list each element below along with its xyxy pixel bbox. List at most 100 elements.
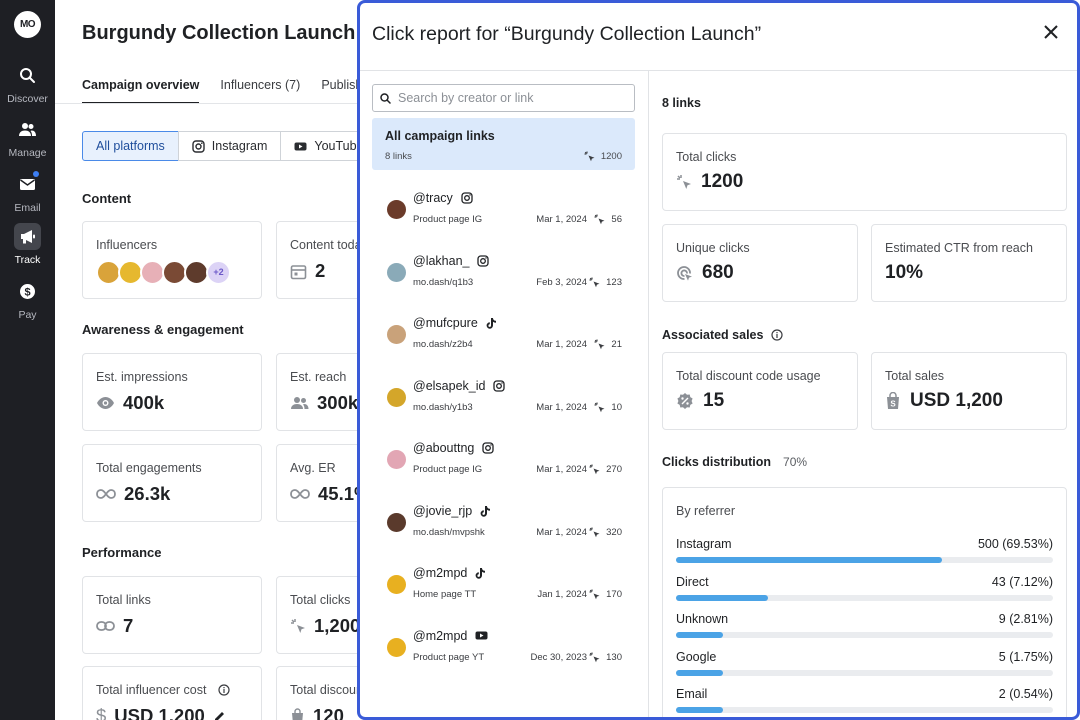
creator-handle: @m2mpd	[413, 628, 468, 643]
stat-value: S USD 1,200	[885, 390, 1003, 412]
referrer-bar-fill	[676, 557, 942, 563]
stat-label: Total sales	[885, 369, 945, 383]
referrer-value: 9 (2.81%)	[998, 612, 1053, 626]
referrer-bar-track	[676, 557, 1053, 563]
nav-manage[interactable]: Manage	[0, 116, 55, 159]
creator-handle-wrap: @elsapek_id	[413, 379, 506, 393]
creator-handle: @tracy	[413, 191, 453, 205]
ctr-number: 10%	[885, 262, 924, 283]
nav-track[interactable]: Track	[0, 223, 55, 266]
link-clicks: 10	[594, 402, 622, 413]
clicks-distribution-card: By referrer Instagram 500 (69.53%) Direct 4…	[662, 487, 1067, 717]
stat-value: 15	[676, 390, 724, 412]
creator-handle-wrap: @mufcpure	[413, 316, 497, 330]
creator-handle: @lakhan_	[413, 253, 470, 268]
discount-badge-icon	[677, 393, 693, 409]
stat-label: Total discount code usage	[676, 369, 821, 383]
clicks-distribution-heading: Clicks distribution 70%	[662, 455, 807, 469]
link-clicks: 270	[589, 464, 622, 475]
creator-handle: @abouttng	[413, 441, 475, 455]
youtube-icon	[294, 142, 307, 150]
campaign-tabs: Campaign overview Influencers (7) Publis…	[82, 78, 376, 104]
nav-email[interactable]: Email	[0, 171, 55, 214]
click-icon	[589, 277, 600, 287]
info-icon[interactable]	[771, 329, 784, 341]
influencers-card: Influencers +2	[82, 221, 262, 299]
card-label: Total links	[96, 593, 151, 607]
edit-icon[interactable]	[213, 709, 227, 720]
nav-discover[interactable]: Discover	[0, 62, 55, 105]
shopping-bag-icon: S	[887, 392, 899, 409]
instagram-icon	[493, 379, 506, 392]
nav-label: Email	[14, 202, 41, 214]
search-input[interactable]	[398, 88, 628, 108]
creator-link-row[interactable]: @m2mpd Home page TT Jan 1, 2024 170	[372, 562, 635, 618]
referrer-bar-track	[676, 632, 1053, 638]
more-influencers-badge[interactable]: +2	[206, 260, 231, 285]
clicks-count: 320	[606, 526, 622, 538]
close-icon[interactable]	[1040, 21, 1062, 43]
link-date: Feb 3, 2024	[536, 276, 587, 288]
content-section-title: Content	[82, 191, 132, 206]
creator-link-row[interactable]: @lakhan_ mo.dash/q1b3 Feb 3, 2024 123	[372, 250, 635, 306]
creator-link-row[interactable]: @tracy Product page IG Mar 1, 2024 56	[372, 187, 635, 243]
shopping-bag-icon	[292, 707, 303, 720]
link-clicks: 56	[594, 214, 622, 225]
link-destination: mo.dash/q1b3	[413, 276, 474, 288]
all-campaign-links-item[interactable]: All campaign links 8 links 1200	[372, 118, 635, 170]
tab-campaign-overview[interactable]: Campaign overview	[82, 78, 200, 104]
click-icon	[589, 652, 600, 662]
referrer-row: Unknown 9 (2.81%)	[676, 612, 1053, 648]
search-icon	[14, 62, 41, 89]
creator-link-row[interactable]: @m2mpd Product page YT Dec 30, 2023 130	[372, 625, 635, 681]
nav-label: Track	[14, 254, 41, 266]
creator-link-row[interactable]: @abouttng Product page IG Mar 1, 2024 270	[372, 437, 635, 493]
creator-link-row[interactable]: @jovie_rjp mo.dash/mvpshk Mar 1, 2024 320	[372, 500, 635, 556]
ctr-stat: Estimated CTR from reach 10%	[871, 224, 1067, 302]
platform-all-button[interactable]: All platforms	[82, 131, 179, 161]
discount-usage-stat: Total discount code usage 15	[662, 352, 858, 430]
clicks-count: 56	[611, 214, 622, 225]
link-destination: Product page IG	[413, 464, 483, 475]
clicks-distribution-pct: 70%	[783, 455, 808, 469]
tab-influencers[interactable]: Influencers (7)	[220, 78, 301, 92]
referrer-bar-fill	[676, 594, 769, 601]
brand-logo[interactable]: MO	[14, 11, 41, 38]
clicks-count: 170	[606, 589, 622, 600]
awareness-section-title: Awareness & engagement	[82, 322, 244, 337]
impressions-card: Est. impressions 400k	[82, 353, 262, 431]
referrer-name: Google	[676, 649, 717, 664]
calendar-icon	[290, 264, 307, 279]
stat-label: Unique clicks	[676, 241, 750, 255]
total-clicks-value: 1,200	[314, 615, 361, 636]
instagram-icon	[477, 254, 490, 267]
creator-handle: @mufcpure	[413, 316, 478, 330]
platform-filter: All platforms Instagram YouTube	[82, 131, 378, 161]
link-clicks: 130	[589, 652, 622, 663]
stat-value: 680	[676, 262, 734, 284]
referrer-bar-track	[676, 594, 1053, 601]
card-label: Total discount	[290, 683, 367, 697]
link-clicks: 21	[594, 339, 622, 350]
click-icon	[594, 402, 605, 412]
info-icon[interactable]	[218, 684, 230, 696]
creator-handle-wrap: @tracy	[413, 191, 473, 205]
creator-handle: @m2mpd	[413, 566, 468, 580]
referrer-row: Instagram 500 (69.53%)	[676, 537, 1053, 573]
creator-link-row[interactable]: @elsapek_id mo.dash/y1b3 Mar 1, 2024 10	[372, 375, 635, 431]
engagements-card: Total engagements 26.3k	[82, 444, 262, 522]
links-count-heading: 8 links	[662, 96, 701, 110]
referrer-name: Instagram	[676, 537, 732, 551]
clicks-count: 270	[606, 464, 622, 475]
link-date: Mar 1, 2024	[536, 464, 587, 475]
creator-link-row[interactable]: @mufcpure mo.dash/z2b4 Mar 1, 2024 21	[372, 312, 635, 368]
link-destination: mo.dash/y1b3	[413, 401, 473, 413]
megaphone-icon	[14, 223, 41, 250]
stat-label: Estimated CTR from reach	[885, 241, 1033, 255]
nav-pay[interactable]: $ Pay	[0, 278, 55, 321]
influencer-cost-card: Total influencer cost $ USD 1,200	[82, 666, 262, 720]
platform-instagram-button[interactable]: Instagram	[177, 131, 282, 161]
tiktok-icon	[475, 568, 486, 579]
link-clicks: 123	[589, 277, 622, 288]
dollar-icon: $	[14, 278, 41, 305]
